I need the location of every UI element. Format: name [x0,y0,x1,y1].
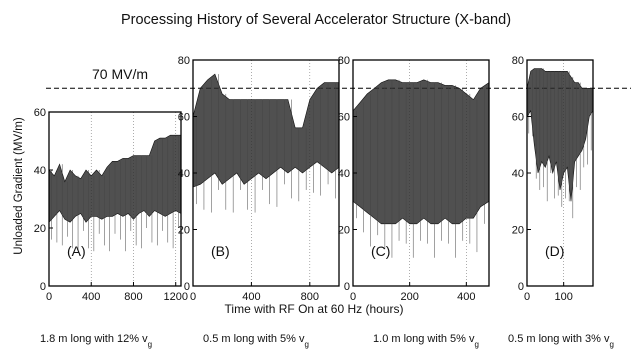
x-tick-label: 0 [524,291,530,303]
caption-B: 0.5 m long with 5% vg [203,333,309,349]
panel-label-B: (B) [211,243,230,259]
data-band-C [352,79,490,225]
y-tick-label: 40 [34,165,46,177]
x-tick-label: 1200 [163,291,187,303]
figure-title: Processing History of Several Accelerato… [121,12,511,28]
x-tick-label: 0 [350,291,356,303]
panel-label-A: (A) [67,243,86,259]
y-tick-label: 60 [34,107,46,119]
captions-group: 1.8 m long with 12% vg 0.5 m long with 5%… [40,333,614,349]
panel-label-D: (D) [545,243,564,259]
y-tick-label: 20 [512,225,524,237]
y-tick-label: 60 [178,112,190,124]
y-tick-label: 40 [178,168,190,180]
y-tick-label: 0 [344,281,350,293]
x-tick-label: 400 [242,291,260,303]
panel-C: 0 20 40 60 80 0 200 400 (C) [338,55,490,303]
x-tick-label: 800 [124,291,142,303]
panel-label-C: (C) [371,243,390,259]
axes-frame-A [48,111,182,287]
y-tick-label: 60 [338,112,350,124]
y-tick-label: 80 [338,55,350,67]
reference-label: 70 MV/m [92,66,148,82]
y-tick-label: 0 [184,281,190,293]
y-tick-label: 80 [512,55,524,67]
x-tick-label: 0 [46,291,52,303]
x-tick-label: 400 [82,291,100,303]
x-tick-label: 400 [457,291,475,303]
x-tick-label: 800 [301,291,319,303]
y-tick-label: 20 [34,223,46,235]
caption-D: 0.5 m long with 3% vg [508,333,614,349]
y-tick-label: 20 [338,225,350,237]
y-tick-label: 0 [518,281,524,293]
x-tick-label: 200 [400,291,418,303]
y-axis-label: Unloaded Gradient (MV/m) [13,117,25,255]
y-tick-label: 0 [40,281,46,293]
x-axis-label: Time with RF On at 60 Hz (hours) [225,302,404,316]
caption-C: 1.0 m long with 5% vg [373,333,479,349]
x-tick-label: 0 [190,291,196,303]
panel-D: 0 20 40 60 80 0 100 (D) [512,55,594,303]
x-tick-label: 100 [554,291,572,303]
data-band-D [526,68,594,202]
y-tick-label: 20 [178,225,190,237]
y-tick-label: 40 [512,168,524,180]
data-band-B [192,73,340,188]
caption-A: 1.8 m long with 12% vg [40,333,152,349]
y-tick-label: 60 [512,112,524,124]
y-tick-label: 80 [178,55,190,67]
y-tick-label: 40 [338,168,350,180]
